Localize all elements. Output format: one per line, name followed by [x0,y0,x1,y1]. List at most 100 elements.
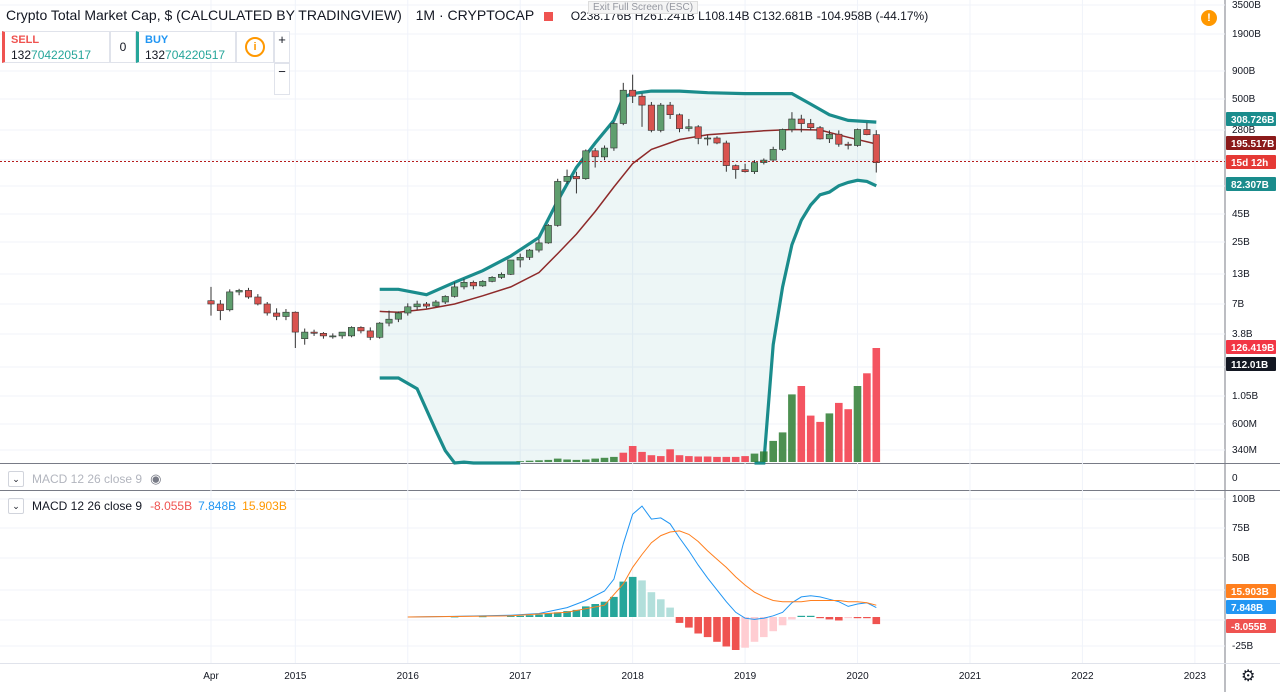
minus-button[interactable]: − [274,63,290,95]
candle-body [245,290,253,298]
candle-body [816,127,824,140]
candle-body [488,276,496,282]
chevron-down-icon[interactable]: ⌄ [8,471,24,487]
chevron-down-icon[interactable]: ⌄ [8,498,24,514]
price-label-bg [1226,112,1276,126]
candle-body [741,169,749,173]
candle-body [563,176,571,182]
interval-label[interactable]: 1M [415,7,436,23]
candle [301,328,309,345]
volume-bar [619,452,628,462]
candle-body [619,89,627,124]
y-tick-label: 13B [1232,269,1250,280]
symbol-title[interactable]: Crypto Total Market Cap, $ (CALCULATED B… [6,7,402,23]
lower-band-line [754,178,877,465]
candle [404,303,412,316]
x-tick-label: 2016 [397,671,420,682]
volume-bars [516,348,881,462]
hidden-macd-legend[interactable]: ⌄ MACD 12 26 close 9 ◉ [8,471,161,487]
candle [544,224,552,244]
volume-bar [778,432,787,462]
price-label-text: 82.307B [1231,180,1269,191]
candle [853,128,861,147]
macd-hist-bar [675,617,684,623]
macd-hist-bar [722,617,731,647]
candle [413,300,421,310]
price-label-band-lower: 82.307B [1226,177,1276,191]
candle [497,272,505,279]
candle [216,300,224,321]
candle-body [329,335,337,338]
candle-body [722,142,730,166]
candle-body [273,312,281,317]
volume-bar [844,409,852,462]
candle-body [451,286,459,297]
plus-button[interactable]: + [274,31,290,63]
candle [610,121,618,151]
candle [319,332,327,339]
buy-button[interactable]: BUY 132704220517 [136,31,236,63]
macd-hist-bar [553,612,562,617]
x-tick-label: Apr [203,671,219,682]
candle-body [591,150,599,158]
eye-hidden-icon[interactable]: ◉ [150,471,162,486]
macd-hist-bar [788,617,796,620]
candle-body [600,147,608,158]
volume-bar [553,458,562,462]
volume-bar [872,348,881,462]
volume-bar [591,458,599,462]
macd-hist-bar [731,617,740,650]
y-tick-label: 3.8B [1232,329,1253,340]
volume-bar [797,386,806,462]
candles [207,74,880,349]
candle-body [291,311,299,333]
upper-band-line [379,89,877,297]
volume-bar [750,453,759,462]
candle-body [666,104,674,115]
macd-hist-bar [806,615,815,617]
candle-body [779,129,787,150]
macd-hist-bar [741,617,749,648]
macd-hist-bar [610,596,618,617]
candle-body [254,296,262,305]
warning-icon[interactable]: ! [1201,10,1217,26]
candle [844,141,852,150]
macd-y-tick-label: 50B [1232,553,1250,564]
y-tick-label: 0 [1232,473,1238,484]
info-button[interactable]: i [236,31,274,63]
volume-bar [666,449,674,462]
macd-legend[interactable]: ⌄ MACD 12 26 close 9 -8.055B 7.848B 15.9… [8,498,287,514]
candle [666,101,674,119]
candle-body [497,273,505,278]
price-label-bg [1226,357,1276,371]
exit-fullscreen-tooltip[interactable]: Exit Full Screen (ESC) [588,1,699,14]
candle [291,311,299,349]
sell-button[interactable]: SELL 132704220517 [2,31,110,63]
price-label-text: 15d 12h [1231,158,1268,169]
macd-y-tick-label: -25B [1232,641,1253,652]
volume-bar [825,413,834,462]
candle-body [685,126,693,129]
macd-hist-bar [582,606,590,617]
candle-body [629,89,637,97]
gear-icon[interactable]: ⚙ [1241,668,1256,685]
macd-hist-bar [778,617,787,626]
volume-bar [741,456,749,462]
volume-bar [675,455,684,462]
candle [235,288,243,296]
candle-body [282,311,290,317]
volume-bar [713,456,721,462]
price-label-band-upper: 308.726B [1226,112,1276,126]
candle [329,333,337,339]
candle [694,125,702,145]
price-label-text: 15.903B [1231,587,1269,598]
price-label-bg [1226,600,1276,614]
candle-body [769,149,777,161]
candle-body [704,137,712,140]
x-tick-label: 2021 [959,671,982,682]
candle-body [526,249,534,258]
volume-bar [525,460,534,462]
candle [460,278,468,290]
candle-body [319,332,327,337]
